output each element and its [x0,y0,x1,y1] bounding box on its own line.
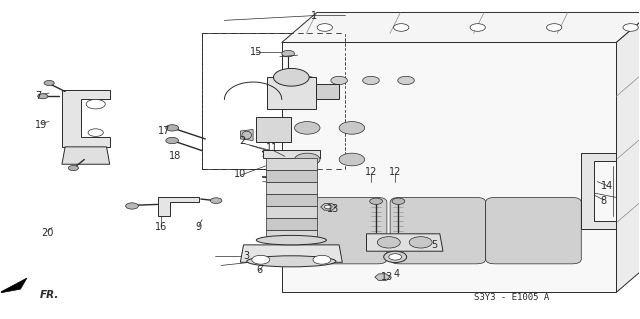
FancyBboxPatch shape [291,197,387,264]
Circle shape [166,125,179,131]
Bar [202,33,346,169]
Text: 3: 3 [244,251,250,261]
Circle shape [370,198,383,204]
Polygon shape [267,77,316,109]
Circle shape [394,24,409,31]
Text: 17: 17 [157,126,170,136]
Circle shape [125,203,138,209]
Text: 18: 18 [168,151,181,161]
FancyBboxPatch shape [486,197,581,264]
Polygon shape [62,147,109,164]
Text: 14: 14 [600,182,613,191]
Circle shape [313,255,331,264]
Circle shape [339,153,365,166]
Circle shape [392,198,404,204]
Polygon shape [266,206,317,218]
Text: 8: 8 [600,196,607,206]
Ellipse shape [242,131,252,139]
Circle shape [86,100,105,109]
Text: 15: 15 [250,47,262,57]
Polygon shape [282,42,616,292]
Circle shape [363,76,380,85]
Polygon shape [282,12,640,42]
Text: 12: 12 [389,167,401,177]
Circle shape [211,198,222,204]
Polygon shape [266,170,317,182]
Text: 6: 6 [257,265,262,275]
Text: 2: 2 [239,136,245,145]
Text: 19: 19 [35,120,47,130]
Circle shape [384,251,406,263]
Circle shape [378,237,400,248]
Text: S3Y3 - E1005 A: S3Y3 - E1005 A [474,293,548,302]
Polygon shape [375,274,390,280]
Polygon shape [367,234,443,251]
Text: 20: 20 [41,228,54,238]
Circle shape [166,137,179,144]
Circle shape [331,76,348,85]
Polygon shape [0,278,27,293]
Circle shape [38,94,48,99]
Circle shape [44,80,54,85]
Text: 13: 13 [326,204,339,213]
Circle shape [273,69,309,86]
Circle shape [294,153,320,166]
Circle shape [339,122,365,134]
Circle shape [397,76,414,85]
Polygon shape [241,245,342,262]
Polygon shape [266,158,317,170]
Polygon shape [266,218,317,230]
Text: 5: 5 [431,240,438,250]
Circle shape [547,24,562,31]
Text: 7: 7 [35,91,42,101]
Text: 11: 11 [266,144,278,153]
Text: 13: 13 [381,272,394,282]
Polygon shape [616,12,640,292]
Circle shape [88,129,103,137]
Circle shape [623,24,638,31]
Text: 9: 9 [196,222,202,233]
Text: 10: 10 [234,169,246,179]
Ellipse shape [246,256,336,267]
Circle shape [68,166,79,171]
Polygon shape [241,130,253,141]
Polygon shape [581,153,616,229]
Polygon shape [316,84,339,100]
Polygon shape [262,150,320,158]
Polygon shape [266,182,317,194]
Polygon shape [266,230,317,242]
Polygon shape [62,90,109,147]
FancyBboxPatch shape [390,197,486,264]
Circle shape [470,24,485,31]
Text: 12: 12 [365,167,377,177]
Circle shape [294,122,320,134]
Polygon shape [266,194,317,206]
Circle shape [282,50,294,57]
Circle shape [317,24,332,31]
Circle shape [409,237,432,248]
Circle shape [389,254,401,260]
Polygon shape [256,117,291,142]
Polygon shape [321,204,336,210]
Text: 16: 16 [155,222,167,233]
Text: 4: 4 [394,269,399,279]
Text: 1: 1 [310,11,317,21]
Polygon shape [157,197,199,216]
Ellipse shape [256,235,326,245]
Circle shape [299,76,316,85]
Circle shape [252,255,269,264]
Text: FR.: FR. [40,290,59,300]
Circle shape [324,205,332,209]
